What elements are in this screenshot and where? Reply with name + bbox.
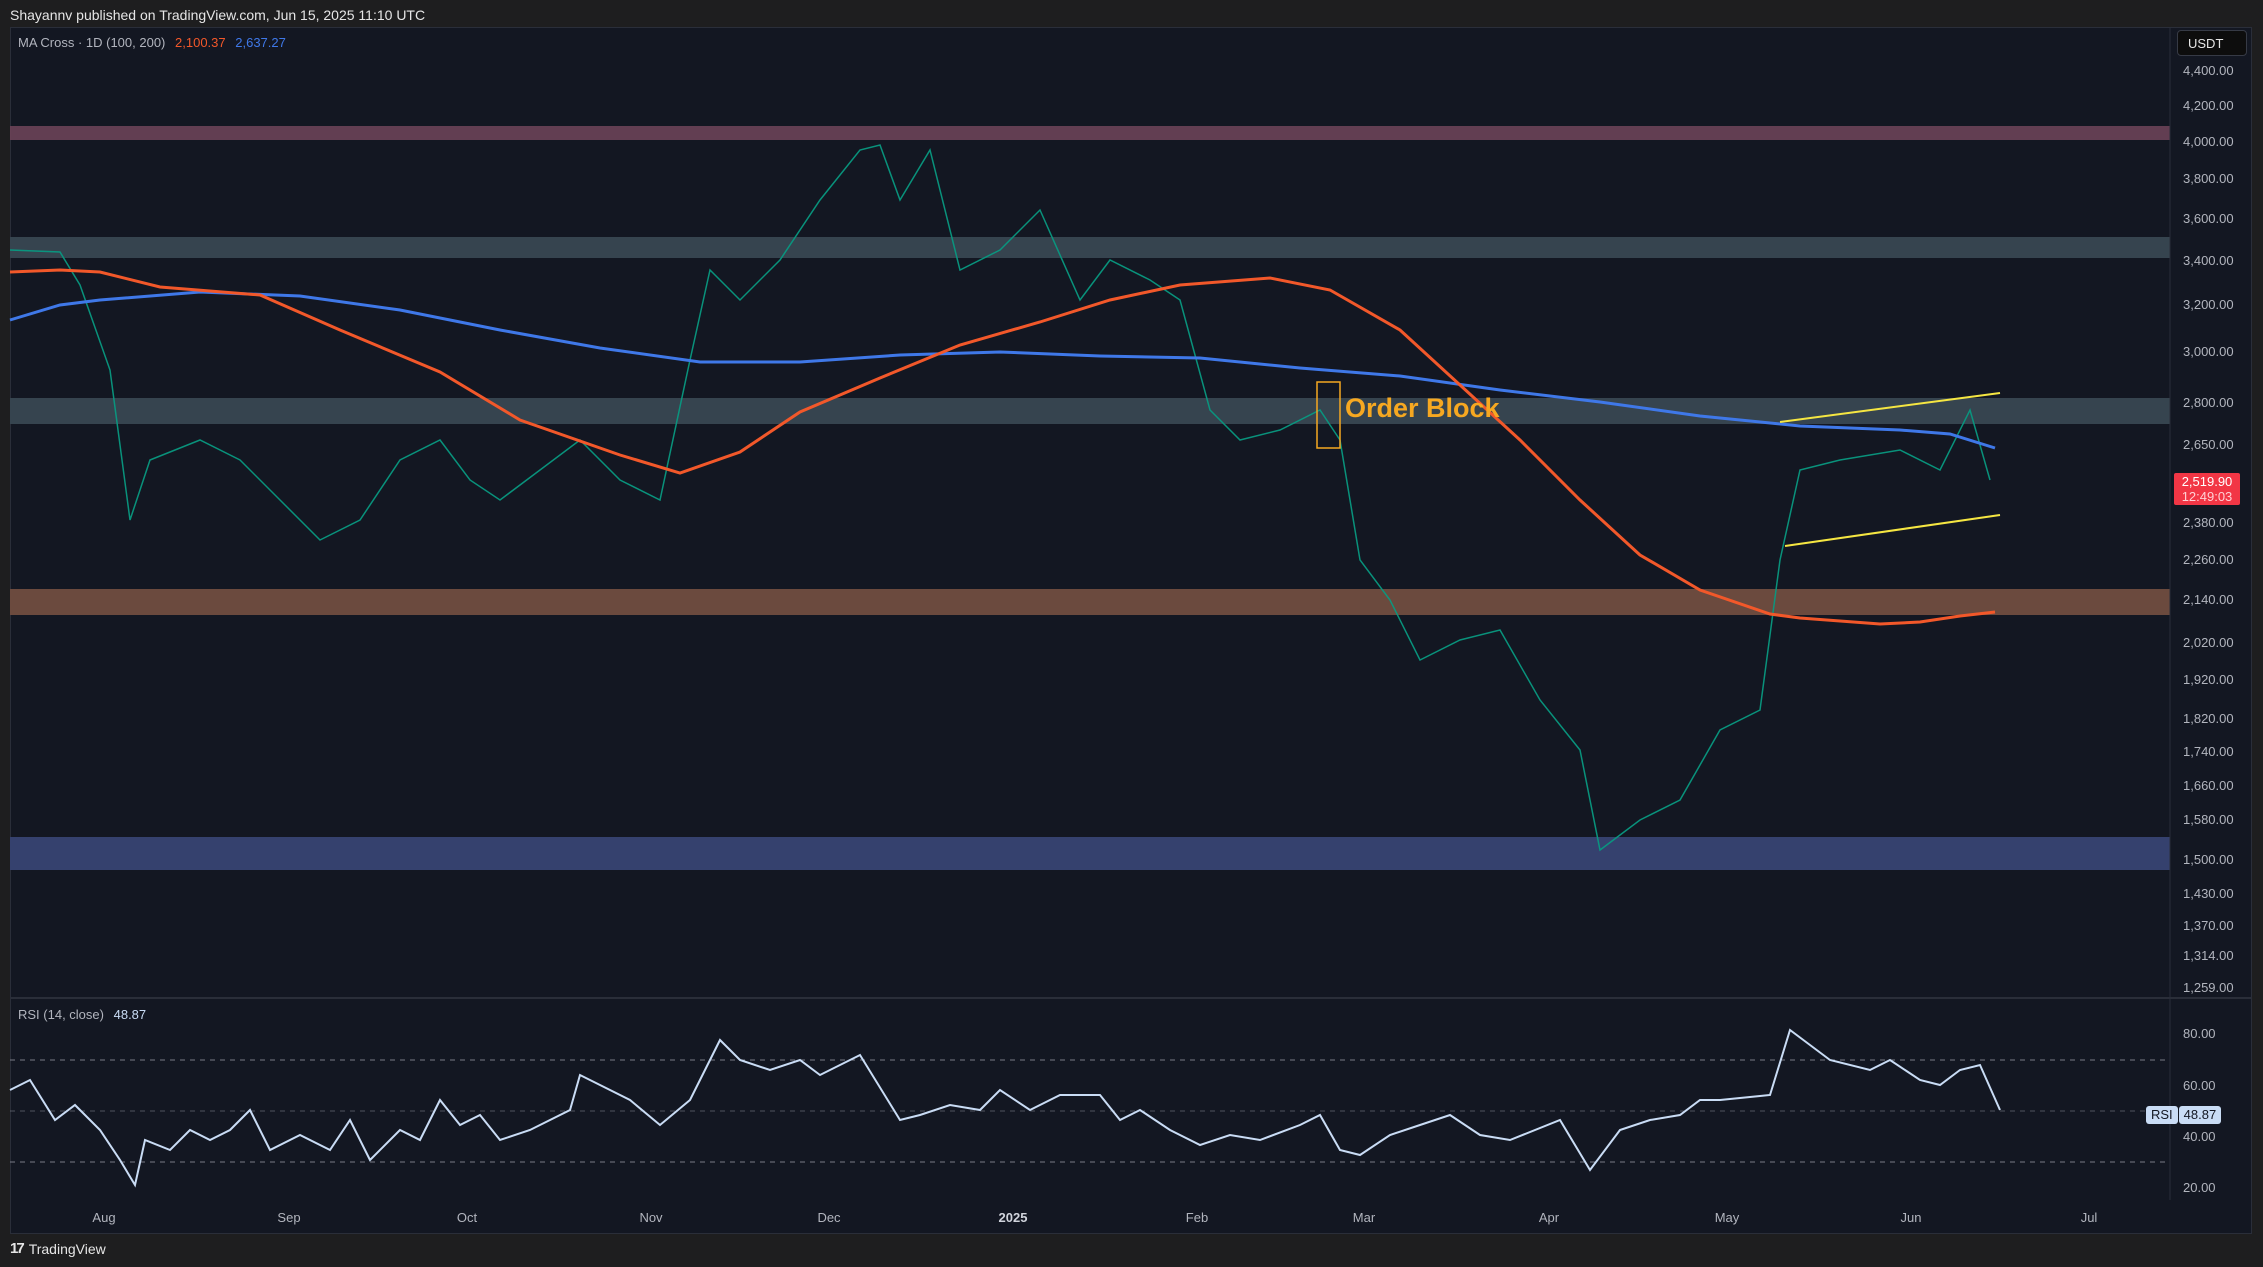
last-price: 2,519.90 (2181, 474, 2233, 489)
time-tick: May (1714, 1210, 1740, 1225)
price-tick: 3,800.00 (2183, 171, 2234, 186)
zone-order-block (10, 398, 2170, 424)
price-tick: 1,820.00 (2183, 711, 2234, 726)
ma100-line (9, 268, 1996, 626)
order-block-box (1316, 381, 1341, 449)
zone-1500 (10, 837, 2170, 870)
price-tick: 1,580.00 (2183, 812, 2234, 827)
rsi-tick: 60.00 (2183, 1078, 2216, 1093)
price-tick: 2,650.00 (2183, 437, 2234, 452)
time-tick: Jun (1900, 1210, 1922, 1225)
bar-countdown: 12:49:03 (2181, 489, 2233, 504)
time-tick: Dec (817, 1210, 841, 1225)
time-tick: Jul (2080, 1210, 2098, 1225)
price-tick: 3,000.00 (2183, 344, 2234, 359)
price-tick: 1,740.00 (2183, 744, 2234, 759)
price-tick: 1,370.00 (2183, 918, 2234, 933)
publish-header: Shayannv published on TradingView.com, J… (0, 0, 2263, 28)
time-tick: Mar (1352, 1210, 1376, 1225)
rsi-tag-label: RSI (2146, 1106, 2178, 1124)
price-tick: 2,800.00 (2183, 395, 2234, 410)
channel-lower (1784, 514, 2001, 547)
rsi-legend-value: 48.87 (113, 1007, 147, 1022)
price-tick: 1,660.00 (2183, 778, 2234, 793)
tradingview-brand: TradingView (28, 1240, 106, 1257)
price-tick: 3,200.00 (2183, 297, 2234, 312)
rsi-tick: 40.00 (2183, 1129, 2216, 1144)
price-tick: 2,380.00 (2183, 515, 2234, 530)
chart-frame[interactable] (10, 27, 2252, 1234)
price-tick: 1,259.00 (2183, 980, 2234, 995)
price-tick: 2,260.00 (2183, 552, 2234, 567)
time-tick: Sep (277, 1210, 301, 1225)
last-price-tag: 2,519.90 12:49:03 (2174, 473, 2240, 505)
price-tick: 2,020.00 (2183, 635, 2234, 650)
time-tick: Aug (92, 1210, 116, 1225)
ma100-value: 2,100.37 (175, 35, 226, 50)
rsi-legend[interactable]: RSI (14, close) 48.87 (18, 1007, 146, 1022)
rsi-tick: 20.00 (2183, 1180, 2216, 1195)
price-path (9, 144, 1991, 852)
time-tick: Nov (639, 1210, 663, 1225)
price-tick: 4,000.00 (2183, 134, 2234, 149)
zone-4000 (10, 126, 2170, 140)
price-tick: 2,140.00 (2183, 592, 2234, 607)
tradingview-footer[interactable]: 17 TradingView (10, 1240, 106, 1257)
price-tick: 1,920.00 (2183, 672, 2234, 687)
rsi-line (9, 1028, 2001, 1188)
order-block-label: Order Block (1345, 393, 1500, 423)
price-tick: 1,500.00 (2183, 852, 2234, 867)
time-tick-year: 2025 (998, 1210, 1028, 1225)
ma-cross-title: MA Cross · 1D (100, 200) (18, 35, 166, 50)
price-tick: 4,400.00 (2183, 63, 2234, 78)
tradingview-logo-icon: 17 (10, 1240, 25, 1257)
price-tick: 3,400.00 (2183, 253, 2234, 268)
ma-cross-legend[interactable]: MA Cross · 1D (100, 200) 2,100.37 2,637.… (18, 35, 286, 50)
ma200-value: 2,637.27 (235, 35, 286, 50)
price-tick: 1,430.00 (2183, 886, 2234, 901)
price-tick: 4,200.00 (2183, 98, 2234, 113)
rsi-tag-value: 48.87 (2178, 1106, 2222, 1124)
publish-info: Shayannv published on TradingView.com, J… (10, 7, 426, 23)
price-tick: 3,600.00 (2183, 211, 2234, 226)
time-tick: Apr (1538, 1210, 1560, 1225)
price-tick: 1,314.00 (2183, 948, 2234, 963)
channel-upper (1779, 392, 2001, 423)
time-tick: Feb (1185, 1210, 1209, 1225)
rsi-title: RSI (14, close) (18, 1007, 104, 1022)
rsi-tick: 80.00 (2183, 1026, 2216, 1041)
zone-3400 (10, 237, 2170, 258)
time-tick: Oct (456, 1210, 478, 1225)
ma200-line (9, 290, 1996, 450)
rsi-value-tag: RSI 48.87 (2146, 1106, 2222, 1124)
currency-button[interactable]: USDT (2177, 30, 2247, 56)
zone-2140 (10, 589, 2170, 615)
